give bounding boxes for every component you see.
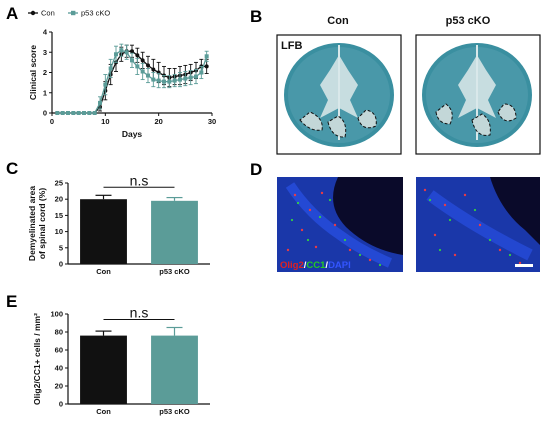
legend-marker <box>71 10 76 16</box>
y-tick-label: 20 <box>55 382 63 391</box>
data-point <box>130 49 134 54</box>
bar-0 <box>80 335 127 404</box>
data-point <box>130 58 134 63</box>
legend-cc1: CC1 <box>306 260 326 271</box>
data-point <box>114 52 118 57</box>
y-tick-label: 25 <box>55 179 63 188</box>
y-tick-label: 15 <box>55 211 63 220</box>
demyelinated-area-bar-chart: C 0 5 10 15 20 25 Demyelinated area of spinal c… <box>6 159 210 276</box>
data-point <box>162 79 166 84</box>
data-point <box>135 53 140 58</box>
data-point <box>183 76 188 81</box>
y-tick-label: 5 <box>59 243 63 252</box>
y-tick-label: 3 <box>43 48 47 57</box>
data-point <box>178 77 182 82</box>
x-tick-label: 30 <box>208 117 216 126</box>
scale-bar <box>515 264 533 267</box>
y-tick-label: 60 <box>55 346 63 355</box>
panel-letter-c: C <box>6 159 18 178</box>
legend-label-1: p53 cKO <box>81 9 110 18</box>
data-point <box>140 69 145 74</box>
lfb-image-p53-cko <box>415 34 541 155</box>
panel-letter-b: B <box>250 7 262 26</box>
data-point <box>151 67 156 72</box>
y-tick-label: 80 <box>55 328 63 337</box>
data-point <box>103 82 108 87</box>
immunofluorescence-panel: D Olig2/CC1/DAPI <box>250 160 540 272</box>
bar-1 <box>151 200 198 264</box>
data-point <box>71 111 76 115</box>
x-axis-title: Days <box>122 129 143 139</box>
lfb-image-con: LFB <box>276 34 402 155</box>
data-point <box>156 78 161 83</box>
data-point <box>76 111 81 115</box>
data-point <box>66 111 70 115</box>
panel-letter-e: E <box>6 292 17 311</box>
data-point <box>82 111 86 115</box>
data-point <box>140 58 145 63</box>
legend-dapi: DAPI <box>328 260 351 271</box>
y-tick-label: 10 <box>55 227 63 236</box>
clinical-score-line-chart: A 0 1 2 3 4 0 10 20 30 Days Clinical score Con p53 c… <box>6 4 216 139</box>
y-tick-label: 0 <box>43 109 47 118</box>
column-title-p53-cko: p53 cKO <box>446 15 491 27</box>
panel-letter-a: A <box>6 4 18 23</box>
panel-letter-d: D <box>250 160 262 179</box>
olig2-cc1-cells-bar-chart: E 0 20 40 60 80 100 Olig2/CC1+ cells / mm² Con p… <box>6 292 210 416</box>
y-tick-label: 1 <box>43 88 47 97</box>
data-point <box>188 75 193 80</box>
legend-marker <box>30 10 36 16</box>
data-point <box>167 79 172 84</box>
y-axis-title: Demyelinated area <box>27 186 37 261</box>
data-point <box>108 66 113 71</box>
y-tick-label: 20 <box>55 195 63 204</box>
data-point <box>98 100 102 105</box>
y-tick-label: 2 <box>43 68 47 77</box>
data-point <box>151 77 156 82</box>
data-point <box>199 70 204 75</box>
y-axis-title: of spinal cord (%) <box>37 188 47 259</box>
fluorescence-image-con: Olig2/CC1/DAPI <box>277 177 403 272</box>
lfb-stain-label: LFB <box>281 40 302 52</box>
x-tick-label: Con <box>96 267 111 276</box>
data-point <box>119 48 124 53</box>
data-point <box>60 111 65 115</box>
legend-label-0: Con <box>41 9 55 18</box>
data-point <box>55 111 60 115</box>
bar-1 <box>151 335 198 404</box>
significance-label: n.s <box>130 172 149 188</box>
y-tick-label: 4 <box>43 28 48 37</box>
data-point <box>204 64 209 69</box>
x-tick-label: Con <box>96 407 111 416</box>
data-point <box>204 54 209 59</box>
y-tick-label: 40 <box>55 364 63 373</box>
x-tick-label: p53 cKO <box>159 267 190 276</box>
legend-slash-2: / <box>325 260 328 271</box>
bar-0 <box>80 199 127 264</box>
y-axis-title: Clinical score <box>28 45 38 101</box>
y-axis-title: Olig2/CC1+ cells / mm² <box>32 313 42 405</box>
y-tick-label: 100 <box>50 310 63 319</box>
data-point <box>146 73 150 78</box>
lfb-spinal-cord-panel: B Con p53 cKO LFB <box>250 7 541 155</box>
data-point <box>124 50 129 55</box>
legend-olig2: Olig2 <box>280 260 304 271</box>
y-tick-label: 0 <box>59 400 63 409</box>
column-title-con: Con <box>327 15 349 27</box>
x-tick-label: 10 <box>101 117 109 126</box>
data-point <box>92 111 97 115</box>
legend-slash-1: / <box>304 260 307 271</box>
data-point <box>146 63 150 68</box>
fluorescence-image-p53-cko <box>416 177 540 272</box>
significance-label: n.s <box>130 305 149 321</box>
y-tick-label: 0 <box>59 260 63 269</box>
fluorescence-stain-legend: Olig2/CC1/DAPI <box>280 260 351 271</box>
x-tick-label: 0 <box>50 117 54 126</box>
data-point <box>172 78 177 83</box>
data-point <box>194 74 198 79</box>
data-point <box>135 64 140 69</box>
data-point <box>87 111 92 115</box>
x-tick-label: 20 <box>154 117 162 126</box>
x-tick-label: p53 cKO <box>159 407 190 416</box>
